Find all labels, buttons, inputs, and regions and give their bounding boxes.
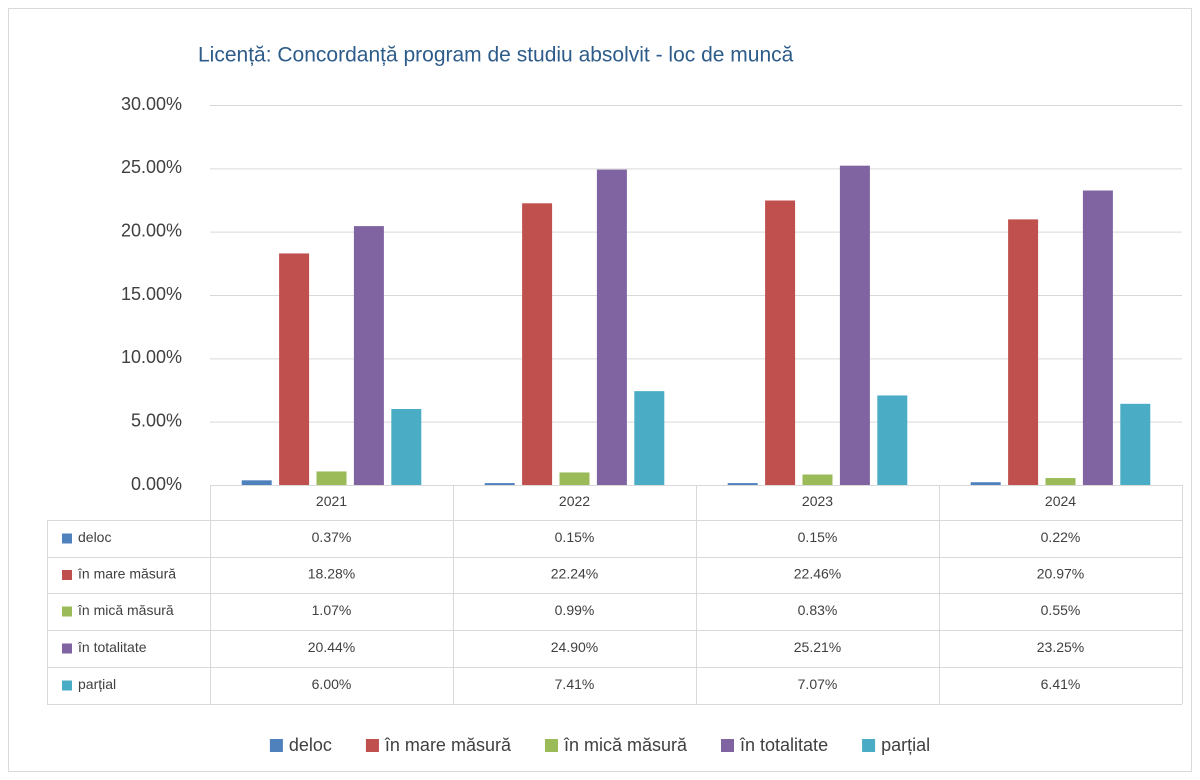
bar — [1045, 478, 1076, 485]
bar — [596, 169, 627, 485]
table-value: 22.24% — [551, 566, 598, 582]
y-tick-label: 20.00% — [121, 220, 182, 240]
bar — [391, 409, 422, 485]
x-tick-label: 2022 — [559, 493, 590, 509]
x-tick-label: 2024 — [1045, 493, 1076, 509]
legend-key — [365, 739, 379, 752]
table-value: 7.41% — [555, 676, 595, 692]
table-series-name: în mare măsură — [77, 566, 176, 582]
bar — [559, 472, 590, 485]
legend-label: în mică măsură — [563, 735, 688, 755]
bar — [634, 391, 665, 485]
table-value: 0.83% — [798, 602, 838, 618]
y-tick-label: 15.00% — [121, 284, 182, 304]
table-value: 18.28% — [308, 566, 355, 582]
legend-label: parțial — [881, 735, 930, 755]
table-value: 0.99% — [555, 602, 595, 618]
y-tick-label: 25.00% — [121, 157, 182, 177]
x-tick-label: 2023 — [802, 493, 833, 509]
legend-key — [62, 643, 72, 654]
chart-title: Licență: Concordanță program de studiu a… — [198, 44, 794, 67]
legend-key — [544, 739, 558, 752]
table-series-name: în mică măsură — [77, 602, 174, 618]
bar — [839, 165, 870, 485]
y-tick-label: 30.00% — [121, 94, 182, 114]
x-tick-label: 2021 — [316, 493, 347, 509]
legend-key — [721, 739, 735, 752]
table-value: 20.44% — [308, 639, 355, 655]
bar — [1082, 190, 1113, 485]
table-value: 0.22% — [1041, 529, 1081, 545]
table-value: 24.90% — [551, 639, 598, 655]
table-value: 25.21% — [794, 639, 841, 655]
bar — [353, 226, 384, 486]
bar — [279, 253, 310, 485]
table-value: 7.07% — [798, 676, 838, 692]
y-tick-label: 10.00% — [121, 347, 182, 367]
table-value: 20.97% — [1037, 566, 1084, 582]
legend-key — [62, 680, 72, 691]
bar — [1120, 403, 1151, 485]
bar — [316, 471, 347, 485]
table-value: 0.37% — [312, 529, 352, 545]
legend-label: deloc — [289, 735, 332, 755]
table-value: 22.46% — [794, 566, 841, 582]
bar — [484, 483, 515, 485]
legend-key — [62, 533, 72, 544]
y-tick-label: 0.00% — [131, 474, 182, 494]
table-value: 1.07% — [312, 602, 352, 618]
bar — [727, 483, 758, 485]
bar — [765, 200, 796, 486]
table-value: 23.25% — [1037, 639, 1084, 655]
table-value: 0.55% — [1041, 602, 1081, 618]
table-series-name: deloc — [78, 529, 111, 545]
bar — [970, 482, 1001, 485]
legend-key — [62, 570, 72, 580]
bar — [241, 480, 272, 485]
bar — [877, 395, 908, 485]
legend-key — [862, 739, 876, 752]
table-value: 0.15% — [555, 529, 595, 545]
table-series-name: în totalitate — [77, 639, 147, 655]
table-value: 6.00% — [312, 676, 352, 692]
bar — [802, 474, 833, 485]
legend-key — [62, 606, 72, 617]
legend-label: în totalitate — [739, 735, 828, 755]
legend-key — [269, 739, 283, 752]
table-series-name: parțial — [78, 676, 116, 692]
table-value: 0.15% — [798, 529, 838, 545]
legend-label: în mare măsură — [384, 735, 512, 755]
bar — [1008, 219, 1039, 485]
y-tick-label: 5.00% — [131, 410, 182, 430]
bar — [522, 203, 553, 485]
table-value: 6.41% — [1041, 676, 1081, 692]
